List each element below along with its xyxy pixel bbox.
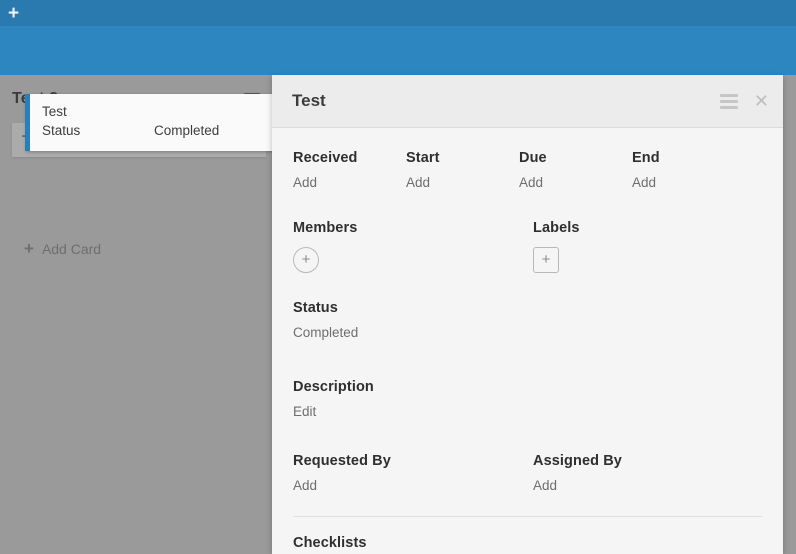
modal-body: Received Add Start Add Due Add End Add — [272, 128, 783, 554]
description-edit-link[interactable]: Edit — [293, 404, 317, 419]
field-label: Assigned By — [533, 453, 622, 469]
field-value[interactable]: Add — [293, 478, 318, 493]
status-value[interactable]: Completed — [293, 325, 359, 340]
card-field-key: Status — [42, 123, 81, 138]
status-section: Status Completed — [293, 299, 762, 342]
add-card-label: Add Card — [41, 241, 102, 257]
field-value[interactable]: Add — [632, 175, 657, 190]
top-bar: + — [0, 0, 796, 27]
modal-menu-icon[interactable] — [719, 91, 738, 112]
field-value[interactable]: Add — [406, 175, 431, 190]
add-member-icon[interactable]: + — [293, 247, 319, 273]
plus-icon: + — [24, 239, 34, 258]
board-header-bar — [0, 27, 796, 75]
card-field-value: Completed — [154, 123, 220, 138]
field-label: Requested By — [293, 453, 391, 469]
field-value[interactable]: Add — [293, 175, 318, 190]
add-label-icon[interactable]: + — [533, 247, 559, 273]
field-label: Start — [406, 150, 440, 166]
description-section: Description Edit — [293, 378, 762, 421]
modal-header: Test ✕ — [272, 75, 783, 128]
add-board-icon[interactable]: + — [7, 3, 20, 24]
checklists-section: Checklists + Add Checklist... — [293, 534, 762, 554]
field-label: Status — [293, 300, 338, 316]
field-label: Due — [519, 150, 547, 166]
modal-title: Test — [292, 91, 326, 110]
hamburger-bar — [719, 99, 738, 103]
field-label: Labels — [533, 220, 580, 236]
field-label: Description — [293, 379, 374, 395]
dates-row: Received Add Start Add Due Add End Add — [293, 149, 762, 192]
assigned-by-section: Assigned By Add — [533, 452, 622, 495]
card-field-row: Status Completed — [42, 121, 305, 140]
list-column-peek[interactable] — [783, 75, 796, 554]
card-detail-modal: Test ✕ Received Add Start Add — [272, 75, 783, 554]
members-labels-row: Members + Labels + — [293, 219, 762, 273]
date-field-end: End Add — [632, 149, 745, 192]
labels-section: Labels + — [533, 219, 580, 273]
requested-by-section: Requested By Add — [293, 452, 533, 495]
field-label: Checklists — [293, 535, 367, 551]
date-field-received: Received Add — [293, 149, 406, 192]
section-divider — [293, 516, 762, 517]
date-field-start: Start Add — [406, 149, 519, 192]
top-bar-seam — [0, 26, 796, 27]
field-label: Received — [293, 150, 358, 166]
people-row: Requested By Add Assigned By Add — [293, 452, 762, 495]
card-title: Test — [42, 104, 67, 119]
close-icon[interactable]: ✕ — [753, 91, 769, 111]
hamburger-bar — [719, 93, 738, 97]
add-card-button[interactable]: + Add Card — [24, 239, 102, 258]
card-item-test[interactable]: Test Status Completed — [25, 94, 315, 151]
field-label: End — [632, 150, 660, 166]
field-value[interactable]: Add — [519, 175, 544, 190]
members-section: Members + — [293, 219, 533, 273]
hamburger-bar — [719, 105, 738, 109]
field-label: Members — [293, 220, 358, 236]
field-value[interactable]: Add — [533, 478, 558, 493]
date-field-due: Due Add — [519, 149, 632, 192]
modal-header-actions: ✕ — [719, 91, 769, 112]
